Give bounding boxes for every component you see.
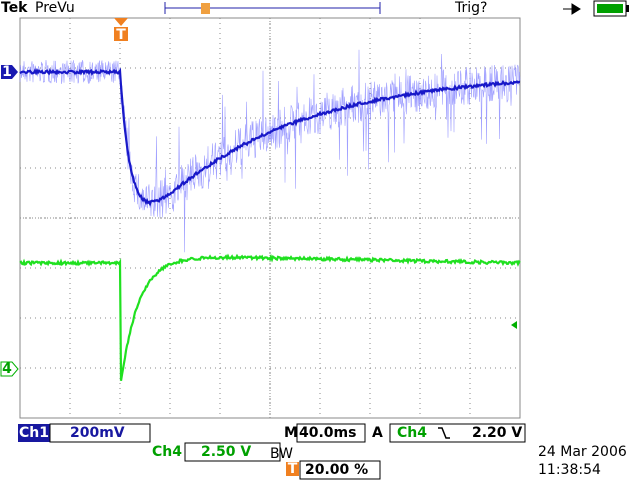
ch4-scale-box — [184, 442, 281, 462]
battery-level — [597, 4, 623, 13]
ch1-label: Ch1 — [19, 425, 49, 441]
ch4-scale: 2.50 V — [201, 444, 251, 460]
trigger-slope — [438, 427, 450, 439]
trigger-position-label: T — [116, 27, 126, 43]
timebase-prefix: M — [284, 425, 298, 441]
traces — [19, 49, 521, 381]
trigger-offset-box — [299, 460, 381, 480]
date: 24 Mar 2006 — [538, 444, 627, 460]
timebase: 40.0ms — [299, 425, 356, 441]
ch1-scale: 200mV — [70, 425, 125, 441]
ch1-noise-trace — [19, 49, 521, 253]
trigger-position-marker — [114, 27, 128, 41]
timebase-box — [296, 423, 366, 443]
trigger-icon-box — [286, 462, 299, 476]
ch4-trace — [19, 253, 521, 381]
ch4-marker — [0, 361, 19, 377]
ch1-label-box — [18, 424, 50, 442]
trigger-source: Ch4 — [397, 425, 427, 441]
ch1-trace — [19, 67, 521, 207]
ch1-scale-box — [49, 423, 151, 443]
graticule-border — [19, 17, 521, 419]
time: 11:38:54 — [538, 462, 601, 478]
record-position — [201, 3, 210, 14]
trigger-offset: 20.00 % — [305, 462, 368, 478]
ch1-marker-label: 1 — [2, 64, 12, 80]
ch4-marker-label: 4 — [2, 361, 12, 377]
ch1-marker — [1, 65, 18, 79]
trigger-arrow — [114, 18, 128, 26]
graticule — [20, 18, 520, 418]
power-icon — [563, 3, 581, 15]
ch4-label: Ch4 — [152, 444, 182, 460]
trigger-status: Trig? — [454, 0, 487, 16]
trigger-icon: T — [288, 461, 298, 477]
acquire: A — [372, 425, 383, 441]
trigger-box — [389, 423, 526, 443]
mode: PreVu — [35, 0, 75, 16]
trigger-level-marker — [511, 321, 517, 329]
battery-tip — [626, 5, 629, 12]
brand: Tek — [1, 0, 28, 16]
bandwidth-limit: BW — [270, 446, 293, 462]
trigger-level: 2.20 V — [472, 425, 522, 441]
